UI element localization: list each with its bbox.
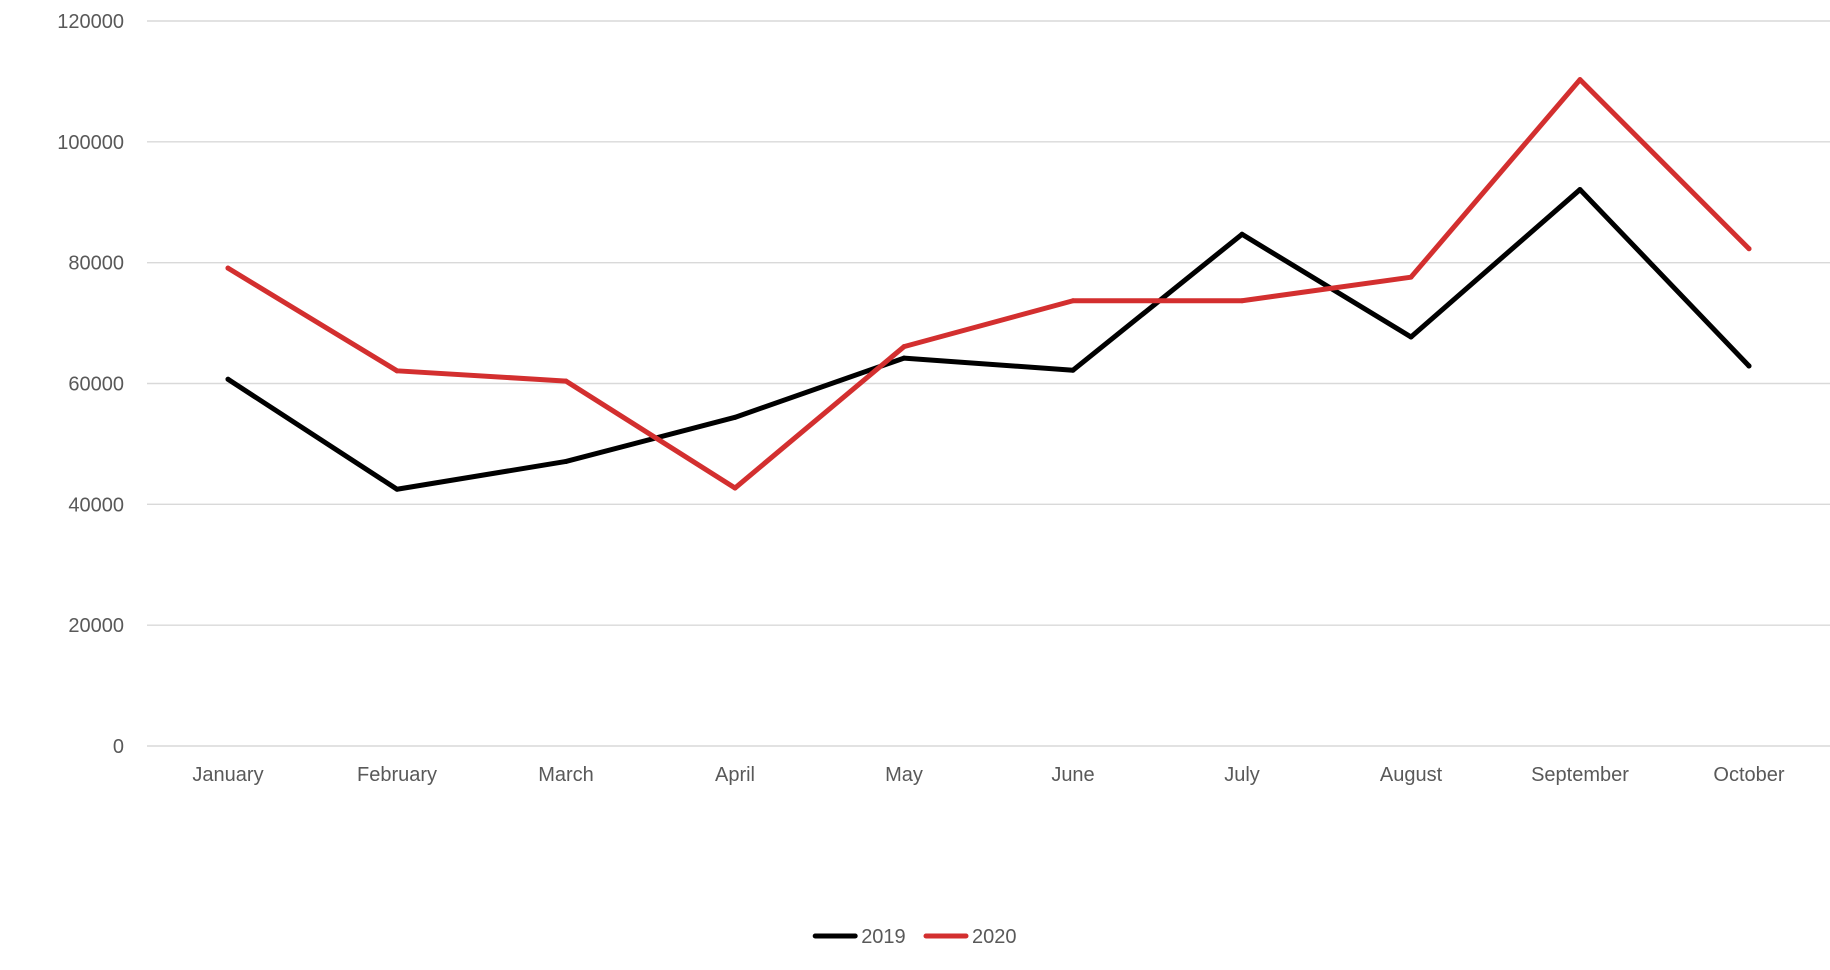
data-point-2019-July — [1239, 231, 1245, 237]
x-tick-label: September — [1531, 764, 1629, 786]
data-point-2020-January — [225, 265, 231, 271]
x-tick-label: February — [357, 764, 437, 786]
x-tick-label: March — [538, 764, 594, 786]
data-point-2020-April — [732, 485, 738, 491]
y-tick-label: 100000 — [57, 132, 124, 154]
data-point-2020-August — [1408, 274, 1414, 280]
x-tick-label: October — [1713, 764, 1784, 786]
data-point-2019-April — [732, 414, 738, 420]
x-tick-label: July — [1224, 764, 1260, 786]
legend-label: 2020 — [972, 926, 1017, 948]
data-point-2020-May — [901, 344, 907, 350]
x-axis-ticks: January February March April May June July Augu… — [192, 764, 1784, 786]
x-tick-label: August — [1380, 764, 1443, 786]
data-point-2020-March — [563, 378, 569, 384]
series-line-2019 — [225, 187, 1752, 492]
data-point-2020-September — [1577, 77, 1583, 83]
data-point-2019-June — [1070, 367, 1076, 373]
y-tick-label: 20000 — [68, 615, 124, 637]
data-point-2019-October — [1746, 363, 1752, 369]
data-point-2019-August — [1408, 334, 1414, 340]
data-point-2020-February — [394, 368, 400, 374]
legend: 2019 2020 — [812, 926, 1017, 948]
y-tick-label: 120000 — [57, 11, 124, 33]
data-point-2019-May — [901, 355, 907, 361]
legend-label: 2019 — [861, 926, 906, 948]
y-tick-label: 60000 — [68, 374, 124, 396]
data-point-2020-June — [1070, 298, 1076, 304]
series-lines — [225, 77, 1752, 492]
legend-item-2019: 2019 — [812, 926, 906, 948]
y-axis-ticks: 0 20000 40000 60000 80000 100000 120000 — [57, 11, 124, 758]
data-point-2019-March — [563, 458, 569, 464]
data-point-2020-October — [1746, 246, 1752, 252]
y-tick-label: 0 — [113, 736, 124, 758]
y-tick-label: 40000 — [68, 494, 124, 516]
x-tick-label: June — [1051, 764, 1094, 786]
data-point-2019-January — [225, 376, 231, 382]
x-tick-label: April — [715, 764, 755, 786]
x-tick-label: May — [885, 764, 923, 786]
gridlines — [147, 20, 1830, 747]
y-tick-label: 80000 — [68, 253, 124, 275]
data-point-2019-September — [1577, 187, 1583, 193]
data-point-2020-July — [1239, 298, 1245, 304]
legend-item-2020: 2020 — [923, 926, 1017, 948]
data-point-2019-February — [394, 486, 400, 492]
x-tick-label: January — [192, 764, 263, 786]
series-line-2020 — [225, 77, 1752, 491]
